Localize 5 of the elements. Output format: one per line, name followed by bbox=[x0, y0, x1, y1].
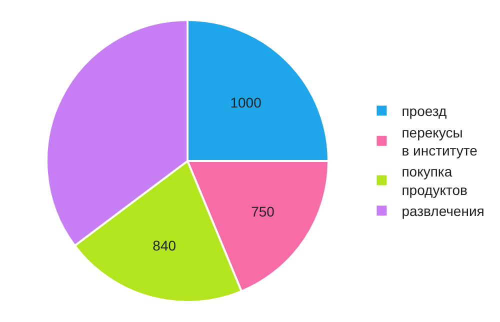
legend-label: проезд bbox=[402, 103, 447, 120]
legend-label: развлечения bbox=[402, 203, 484, 220]
data-label: 1000 bbox=[230, 94, 262, 111]
data-label: 750 bbox=[251, 203, 275, 220]
data-label: 840 bbox=[152, 237, 176, 254]
